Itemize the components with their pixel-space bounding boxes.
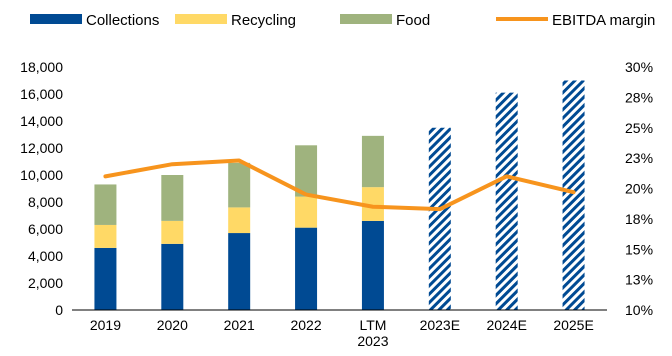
legend-label-3: EBITDA margin <box>552 12 655 29</box>
x-tick-label-line: 2025E <box>553 317 593 333</box>
bar-recycling-2 <box>228 207 251 234</box>
legend-label-0: Collections <box>86 12 159 29</box>
bar-recycling-1 <box>161 220 184 244</box>
y-left-tick-label: 4,000 <box>28 248 63 264</box>
x-tick-label-line: 2022 <box>290 317 321 333</box>
bar-collections-4 <box>361 220 384 310</box>
y-left-tick-label: 6,000 <box>28 221 63 237</box>
bar-collections-3 <box>295 227 318 310</box>
ebitda-margin-line <box>103 158 576 212</box>
y-left-tick-label: 8,000 <box>28 194 63 210</box>
bars <box>94 80 585 311</box>
bar-collections-0 <box>94 247 117 310</box>
y-right-tick-label: 20% <box>625 181 653 197</box>
bar-collections-1 <box>161 243 184 310</box>
y-right-tick-label: 28% <box>625 89 653 105</box>
x-tick-label: 2022 <box>290 317 321 333</box>
y-right-tick-label: 10% <box>625 302 653 318</box>
bar-recycling-4 <box>361 187 384 221</box>
bar-estimate-5 <box>428 127 451 310</box>
x-tick-label-line: 2021 <box>224 317 255 333</box>
x-axis: 2019 2020 2021 2022 LTM 2023 2023E 2024E 2025E <box>72 309 607 349</box>
y-right-tick-label: 18% <box>625 211 653 227</box>
x-tick-label: LTM 2023 <box>357 317 388 349</box>
bar-food-0 <box>94 184 117 225</box>
bar-food-1 <box>161 175 184 221</box>
bar-food-3 <box>295 145 318 197</box>
legend-label-1: Recycling <box>231 12 296 29</box>
legend: Collections Recycling Food EBITDA margin <box>30 12 655 29</box>
y-left-tick-label: 12,000 <box>20 140 63 156</box>
y-right-tick-label: 25% <box>625 120 653 136</box>
legend-swatch-1 <box>175 14 227 24</box>
y-right-tick-label: 13% <box>625 272 653 288</box>
ebitda-margin-line-group <box>103 158 576 212</box>
bar-recycling-3 <box>295 196 318 228</box>
x-tick-label-line: 2020 <box>157 317 188 333</box>
x-tick-label-line: 2024E <box>486 317 526 333</box>
legend-label-2: Food <box>396 12 430 29</box>
bar-collections-2 <box>228 233 251 310</box>
y-left-tick-label: 0 <box>55 302 63 318</box>
x-tick-label-line: 2019 <box>90 317 121 333</box>
bar-estimate-6 <box>495 92 518 311</box>
x-tick-label-line: 2023 <box>357 333 388 349</box>
y-left-tick-label: 14,000 <box>20 113 63 129</box>
legend-swatch-0 <box>30 14 82 24</box>
y-left-tick-label: 10,000 <box>20 167 63 183</box>
y-right-tick-label: 15% <box>625 241 653 257</box>
bar-food-4 <box>361 135 384 188</box>
y-axis-left: 0 2,000 4,000 6,000 8,000 10,000 12,000 14,000 1… <box>20 59 63 318</box>
bar-food-2 <box>228 162 251 208</box>
x-tick-label: 2025E <box>553 317 593 333</box>
bar-estimate-7 <box>562 80 585 310</box>
x-tick-label: 2023E <box>420 317 460 333</box>
x-tick-label: 2021 <box>224 317 255 333</box>
y-axis-right: 10% 13% 15% 18% 20% 23% 25% 28% 30% <box>625 59 653 318</box>
y-left-tick-label: 16,000 <box>20 86 63 102</box>
x-tick-label-line: LTM <box>359 317 386 333</box>
y-left-tick-label: 18,000 <box>20 59 63 75</box>
y-right-tick-label: 23% <box>625 150 653 166</box>
x-tick-label: 2024E <box>486 317 526 333</box>
bar-recycling-0 <box>94 224 117 248</box>
y-left-tick-label: 2,000 <box>28 275 63 291</box>
legend-swatch-2 <box>340 14 392 24</box>
y-right-tick-label: 30% <box>625 59 653 75</box>
x-tick-label-line: 2023E <box>420 317 460 333</box>
x-tick-label: 2019 <box>90 317 121 333</box>
x-tick-label: 2020 <box>157 317 188 333</box>
